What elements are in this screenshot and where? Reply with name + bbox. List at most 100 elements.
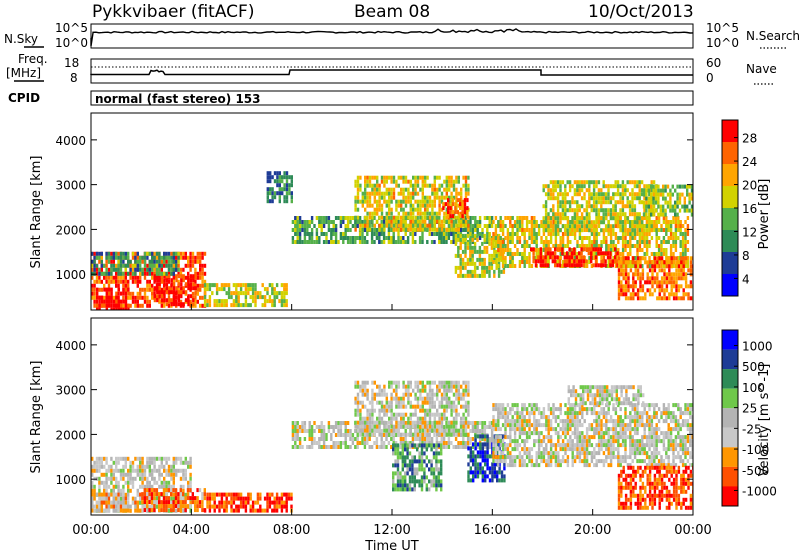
velocity-cell: [373, 392, 376, 397]
power-cell: [476, 220, 479, 224]
velocity-cell: [464, 425, 467, 429]
power-cell: [588, 188, 591, 193]
velocity-cell: [148, 492, 151, 497]
velocity-cell: [134, 476, 137, 481]
power-cell: [378, 227, 381, 232]
power-cell: [481, 228, 484, 232]
power-cell: [488, 216, 491, 220]
power-cell: [668, 264, 671, 269]
power-cell: [131, 255, 135, 260]
power-cell: [657, 192, 660, 197]
velocity-cell: [184, 476, 187, 481]
velocity-cell: [426, 441, 429, 445]
velocity-cell: [179, 500, 182, 505]
power-cell: [478, 220, 482, 224]
power-cell: [471, 233, 474, 238]
power-cell: [351, 236, 355, 240]
power-cell: [364, 199, 367, 204]
power-cell: [366, 195, 369, 200]
power-cell: [421, 211, 424, 216]
power-cell: [566, 236, 570, 240]
velocity-cell: [115, 508, 118, 513]
power-cell: [650, 224, 653, 229]
power-cell: [602, 232, 606, 236]
power-cell: [313, 240, 316, 244]
power-cell: [464, 245, 467, 250]
power-cell: [578, 180, 581, 185]
velocity-cell: [342, 421, 345, 425]
power-cell: [455, 187, 458, 192]
power-cell: [516, 220, 519, 224]
power-cell: [627, 260, 630, 265]
power-cell: [582, 247, 586, 252]
velocity-cell: [385, 445, 388, 449]
power-cell: [402, 191, 405, 196]
power-cell: [478, 236, 482, 240]
power-cell: [177, 251, 180, 256]
velocity-cell: [268, 496, 272, 501]
power-cell: [677, 260, 681, 265]
power-cell: [576, 228, 579, 233]
power-cell: [428, 232, 431, 236]
power-cell: [686, 228, 690, 232]
power-cell: [315, 240, 319, 244]
velocity-cell: [237, 492, 240, 497]
power-cell: [414, 223, 417, 228]
power-cell: [641, 296, 645, 301]
power-cell: [184, 290, 188, 295]
power-cell: [203, 263, 207, 268]
velocity-cell: [423, 441, 427, 445]
velocity-cell: [146, 500, 149, 505]
velocity-cell: [371, 400, 374, 405]
velocity-cell: [150, 508, 154, 513]
velocity-cell: [141, 456, 144, 461]
power-cell: [462, 223, 465, 228]
power-cell: [167, 259, 171, 264]
power-cell: [528, 236, 531, 240]
power-cell: [483, 257, 486, 262]
power-cell: [370, 228, 374, 232]
velocity-cell: [383, 384, 386, 389]
power-cell: [359, 219, 362, 224]
power-cell: [645, 228, 649, 233]
power-cell: [513, 224, 517, 228]
power-cell: [648, 212, 651, 217]
power-cell: [428, 203, 432, 208]
power-cell: [614, 259, 617, 264]
velocity-cell: [409, 421, 412, 425]
power-cell: [366, 232, 369, 236]
velocity-cell: [107, 492, 111, 497]
power-cell: [636, 248, 639, 252]
power-cell: [639, 272, 642, 277]
power-cell: [674, 212, 677, 217]
power-cell: [532, 259, 535, 264]
power-cell: [650, 260, 654, 264]
power-cell: [426, 223, 429, 228]
power-cell: [158, 286, 161, 291]
velocity-cell: [93, 460, 96, 465]
power-cell: [593, 240, 596, 244]
velocity-cell: [354, 437, 357, 441]
power-cell: [658, 280, 661, 285]
power-cell: [189, 255, 192, 260]
power-cell: [638, 220, 641, 225]
power-cell: [592, 220, 596, 225]
power-cell: [563, 255, 566, 260]
power-cell: [564, 252, 567, 256]
velocity-cell: [119, 476, 123, 481]
power-cell: [103, 271, 106, 276]
velocity-cell: [363, 425, 367, 429]
power-cell: [571, 260, 574, 264]
velocity-cell: [95, 500, 99, 505]
power-cell: [530, 232, 534, 236]
velocity-cell: [194, 504, 197, 509]
velocity-cell: [182, 492, 185, 497]
power-cell: [612, 216, 615, 221]
power-cell: [383, 195, 386, 200]
power-cell: [672, 260, 676, 265]
velocity-cell: [131, 484, 135, 489]
power-cell: [261, 303, 264, 308]
power-cell: [466, 206, 469, 211]
velocity-cell: [153, 496, 156, 501]
power-cell: [530, 220, 534, 224]
